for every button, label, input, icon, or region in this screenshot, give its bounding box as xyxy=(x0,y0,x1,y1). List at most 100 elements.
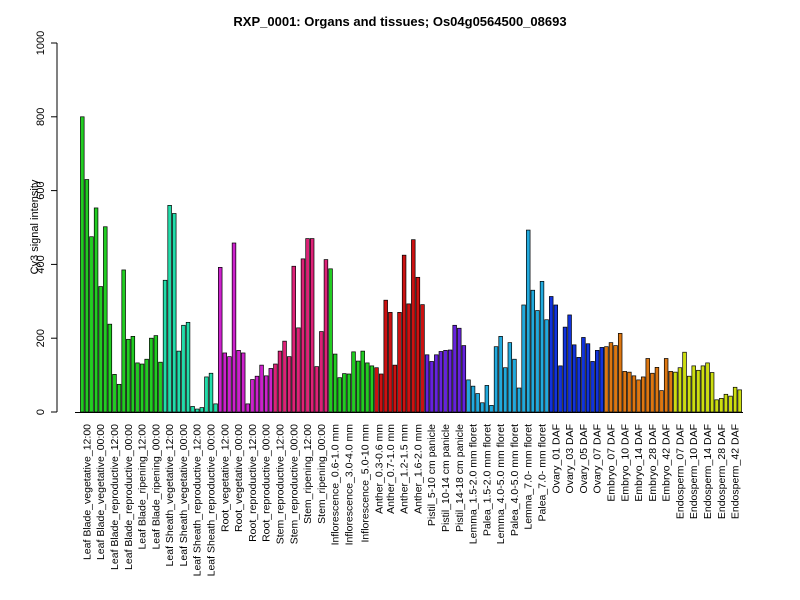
y-axis: 0 200 400 600 800 1000 xyxy=(35,31,58,415)
x-tick-label: Root_reproductive_00:00 xyxy=(261,424,273,542)
x-tick-label: Ovary_03 DAF xyxy=(564,424,576,493)
x-tick-label: Palea_7.0- mm floret xyxy=(537,424,549,522)
bar xyxy=(544,319,549,413)
bar xyxy=(526,229,531,413)
bar xyxy=(365,362,370,413)
x-tick-label: Anther_0.3-0.6 mm xyxy=(373,424,385,514)
x-tick-label: Ovary_01 DAF xyxy=(550,424,562,493)
x-tick-label: Leaf Sheath_vegetative_00:00 xyxy=(178,424,190,567)
bar xyxy=(581,337,586,413)
x-tick-label: Lemma_7.0- mm floret xyxy=(523,424,535,530)
bar xyxy=(654,367,660,413)
bar xyxy=(650,372,655,413)
bar xyxy=(434,354,439,413)
bar xyxy=(245,403,250,413)
bar xyxy=(204,376,209,413)
bar xyxy=(199,407,205,413)
bar xyxy=(126,338,131,413)
bar xyxy=(388,312,393,413)
bar xyxy=(636,379,641,413)
bar xyxy=(406,303,411,413)
bar xyxy=(530,289,536,413)
bar xyxy=(562,326,568,413)
bar xyxy=(447,349,453,413)
x-tick-label: Stem_reproductive_00:00 xyxy=(288,424,300,544)
bar xyxy=(332,353,338,413)
bar xyxy=(732,386,738,413)
bar xyxy=(305,238,310,413)
bar xyxy=(116,383,122,413)
bar xyxy=(594,350,600,413)
bar xyxy=(613,345,618,413)
bar xyxy=(162,279,168,413)
x-tick-label: Stem_reproductive_12:00 xyxy=(274,424,286,544)
x-tick-label: Embryo_10 DAF xyxy=(619,424,631,502)
bar xyxy=(539,281,545,413)
bar xyxy=(300,258,306,413)
bar xyxy=(291,265,296,413)
bar xyxy=(319,331,324,413)
bar xyxy=(429,361,434,413)
bar xyxy=(181,324,186,413)
x-tick-label: Root_vegetative_12:00 xyxy=(219,424,231,532)
bar xyxy=(457,327,462,413)
y-tick-label: 800 xyxy=(35,108,47,126)
bar xyxy=(484,385,490,413)
bar xyxy=(112,374,117,413)
bar xyxy=(516,387,522,413)
x-axis: Leaf Blade_vegetative_12:00 Leaf Blade_ve… xyxy=(75,412,743,576)
x-tick-label: Stem_ripening_00:00 xyxy=(316,424,328,524)
bar xyxy=(80,116,85,413)
bar xyxy=(535,310,540,413)
bar xyxy=(549,296,554,413)
bar xyxy=(686,375,692,413)
bar xyxy=(696,369,701,413)
bar xyxy=(572,344,577,413)
x-tick-label: Leaf Blade_ripening_12:00 xyxy=(137,424,149,550)
x-tick-label: Palea_4.0-5.0 mm floret xyxy=(509,424,521,536)
bar xyxy=(493,346,499,413)
bar xyxy=(521,304,526,413)
bar xyxy=(158,361,163,413)
y-tick-label: 200 xyxy=(35,329,47,347)
bar xyxy=(84,179,90,413)
x-tick-label: Lemma_1.5-2.0 mm floret xyxy=(468,424,480,544)
x-tick-label: Inflorescence_0.6-1.0 mm xyxy=(330,424,342,546)
bar xyxy=(342,373,347,413)
bar xyxy=(590,361,595,413)
bar xyxy=(351,351,356,413)
bar xyxy=(599,347,604,413)
bar xyxy=(415,276,421,413)
bar xyxy=(645,358,650,413)
bar xyxy=(227,356,232,413)
bar xyxy=(139,363,145,413)
bar xyxy=(93,207,99,413)
y-axis-label: Cy3 signal intensity xyxy=(29,179,41,274)
x-tick-label: Pistil_5-10 cm panicle xyxy=(426,424,438,526)
y-tick-label: 0 xyxy=(35,409,47,415)
bar xyxy=(121,269,126,413)
bar xyxy=(309,238,315,413)
x-tick-label: Anther_0.7-1.0 mm xyxy=(385,424,397,514)
x-tick-label: Endosperm_42 DAF xyxy=(730,424,742,519)
bar xyxy=(737,389,742,413)
bar xyxy=(98,286,103,413)
x-tick-label: Inflorescence_3.0-4.0 mm xyxy=(343,424,355,546)
x-tick-label: Endosperm_28 DAF xyxy=(716,424,728,519)
bar xyxy=(259,364,264,413)
bar xyxy=(668,371,673,413)
x-tick-label: Root_vegetative_00:00 xyxy=(233,424,245,532)
bar xyxy=(346,373,352,413)
bar xyxy=(144,358,149,413)
bar xyxy=(503,367,508,413)
x-tick-label: Leaf Blade_vegetative_00:00 xyxy=(95,424,107,560)
bar xyxy=(691,365,696,413)
chart-title: RXP_0001: Organs and tissues; Os04g05645… xyxy=(233,14,566,29)
bar xyxy=(705,362,710,413)
bar xyxy=(728,395,733,413)
bar xyxy=(470,385,476,413)
y-tick-label: 1000 xyxy=(35,31,47,55)
bar xyxy=(254,375,260,413)
bar xyxy=(392,364,398,413)
bar xyxy=(673,371,678,413)
